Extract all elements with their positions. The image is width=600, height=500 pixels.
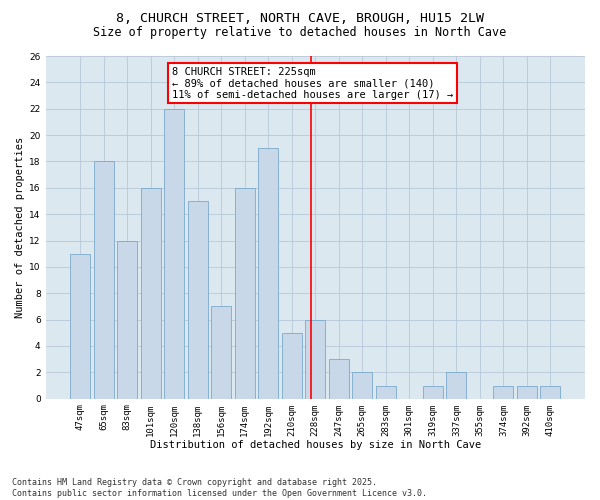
Bar: [423, 386, 443, 398]
Text: 8, CHURCH STREET, NORTH CAVE, BROUGH, HU15 2LW: 8, CHURCH STREET, NORTH CAVE, BROUGH, HU…: [116, 12, 484, 26]
Bar: [258, 148, 278, 398]
Bar: [140, 188, 161, 398]
Bar: [94, 162, 113, 398]
Bar: [493, 386, 514, 398]
Bar: [235, 188, 254, 398]
Bar: [305, 320, 325, 398]
Bar: [376, 386, 396, 398]
X-axis label: Distribution of detached houses by size in North Cave: Distribution of detached houses by size …: [149, 440, 481, 450]
Bar: [164, 108, 184, 399]
Text: Contains HM Land Registry data © Crown copyright and database right 2025.
Contai: Contains HM Land Registry data © Crown c…: [12, 478, 427, 498]
Y-axis label: Number of detached properties: Number of detached properties: [15, 136, 25, 318]
Text: Size of property relative to detached houses in North Cave: Size of property relative to detached ho…: [94, 26, 506, 39]
Bar: [541, 386, 560, 398]
Bar: [70, 254, 90, 398]
Bar: [282, 333, 302, 398]
Bar: [329, 359, 349, 399]
Bar: [352, 372, 373, 398]
Text: 8 CHURCH STREET: 225sqm
← 89% of detached houses are smaller (140)
11% of semi-d: 8 CHURCH STREET: 225sqm ← 89% of detache…: [172, 66, 453, 100]
Bar: [117, 240, 137, 398]
Bar: [446, 372, 466, 398]
Bar: [517, 386, 537, 398]
Bar: [211, 306, 231, 398]
Bar: [188, 201, 208, 398]
